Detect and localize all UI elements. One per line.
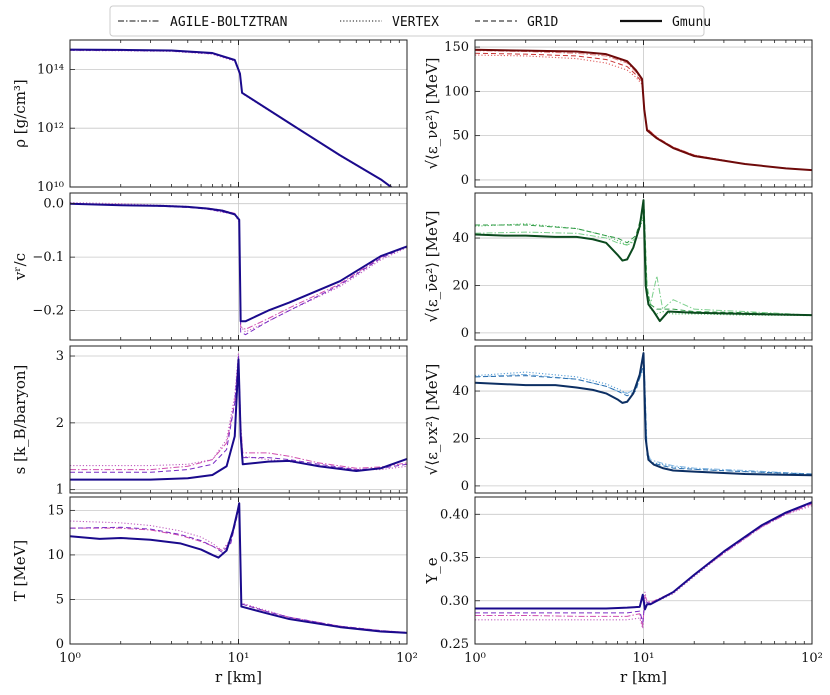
y-tick-label: 150	[444, 40, 469, 55]
y-tick-label: 0	[461, 326, 469, 341]
y-tick-label: 1	[56, 483, 64, 498]
series-line-gr1d	[475, 364, 812, 475]
y-axis-label: √⟨ε_νx²⟩ [MeV]	[423, 364, 441, 476]
x-tick-label: 10⁰	[464, 651, 486, 666]
panel-T: 0 5 10 15 T [MeV] 10⁰ 10¹ 10² r [km]	[11, 496, 418, 686]
x-tick-label: 10¹	[228, 651, 250, 666]
series-line-gmunu	[70, 48, 393, 187]
y-axis-label: √⟨ε_νe²⟩ [MeV]	[423, 57, 441, 169]
y-tick-label: 15	[47, 503, 64, 518]
panel-s: 1 2 3 s [k_B/baryon]	[11, 345, 408, 498]
y-axis-label: T [MeV]	[11, 540, 29, 602]
y-tick-label: 3	[56, 349, 64, 364]
x-axis-label: r [km]	[215, 668, 262, 686]
y-tick-label: 0	[56, 637, 64, 652]
x-tick-label: 10²	[801, 651, 823, 666]
series-line-agile-boltztran	[70, 355, 407, 471]
panel-Ye: 0.25 0.30 0.35 0.40 Y_e 10⁰ 10¹ 10² r [km]	[423, 496, 823, 686]
y-tick-label: 0	[461, 479, 469, 494]
y-tick-label: 100	[444, 84, 469, 99]
y-axis-label: vʳ/c	[11, 253, 29, 281]
y-tick-label: 20	[452, 278, 469, 293]
series-line-gr1d	[475, 502, 812, 623]
x-axis-label: r [km]	[620, 668, 667, 686]
legend-label: VERTEX	[392, 15, 439, 30]
panel-enu_ebar: 0 20 40 √⟨ε_ν̄e²⟩ [MeV]	[423, 192, 813, 341]
y-tick-label: 5	[56, 592, 64, 607]
y-axis-label: √⟨ε_ν̄e²⟩ [MeV]	[423, 210, 441, 322]
y-tick-label: 0.40	[440, 507, 469, 522]
y-axis-label: Y_e	[423, 557, 441, 584]
y-axis-label: ρ [g/cm³]	[11, 79, 29, 148]
y-tick-label: 10¹²	[37, 121, 64, 136]
series-line-vertex	[475, 505, 812, 629]
series-line-gmunu	[70, 358, 407, 481]
y-tick-label: 40	[452, 231, 469, 246]
x-tick-label: 10²	[396, 651, 418, 666]
series-line-gmunu	[70, 502, 407, 634]
panel-enu_e: 0 50 100 150√⟨ε_νe²⟩ [MeV]	[423, 39, 813, 188]
series-line-gmunu	[70, 202, 407, 323]
y-tick-label: 0.0	[43, 197, 64, 212]
y-tick-label: 10¹⁴	[37, 62, 64, 77]
y-tick-label: 10	[47, 548, 64, 563]
legend-frame	[109, 5, 705, 37]
series-line-gr1d	[70, 506, 407, 633]
y-axis-label: s [k_B/baryon]	[11, 365, 29, 475]
series-line-agile-boltztran	[475, 213, 812, 316]
y-tick-label: 20	[452, 431, 469, 446]
panels: 10¹⁰ 10¹² 10¹⁴ ρ [g/cm³] 0.0 −0.1 −0.2 vʳ/c 1 2 3 s…	[11, 39, 823, 686]
y-tick-label: 10¹⁰	[37, 180, 64, 195]
panel-vr: 0.0 −0.1 −0.2 vʳ/c	[11, 192, 408, 341]
series-line-gmunu	[475, 199, 812, 323]
legend-label: GR1D	[527, 15, 558, 30]
series-line-gmunu	[475, 48, 812, 172]
legend-label: Gmunu	[672, 15, 711, 30]
y-tick-label: 0.25	[440, 637, 469, 652]
y-tick-label: −0.1	[32, 250, 64, 265]
y-tick-label: 40	[452, 384, 469, 399]
y-tick-label: −0.2	[32, 304, 64, 319]
y-tick-label: 0.30	[440, 594, 469, 609]
panel-rho: 10¹⁰ 10¹² 10¹⁴ ρ [g/cm³]	[11, 39, 408, 195]
x-tick-label: 10⁰	[59, 651, 81, 666]
y-tick-label: 2	[56, 416, 64, 431]
x-tick-label: 10¹	[633, 651, 655, 666]
y-tick-label: 50	[452, 129, 469, 144]
panel-enu_x: 0 20 40 √⟨ε_νx²⟩ [MeV]	[423, 345, 813, 494]
y-tick-label: 0	[461, 173, 469, 188]
legend-label: AGILE-BOLTZTRAN	[170, 15, 287, 30]
series-line-vertex	[70, 202, 407, 333]
series-line-gmunu	[475, 352, 812, 477]
y-tick-label: 0.35	[440, 551, 469, 566]
series-line-gmunu	[475, 501, 812, 611]
legend: AGILE-BOLTZTRAN VERTEX GR1D Gmunu	[109, 5, 711, 37]
